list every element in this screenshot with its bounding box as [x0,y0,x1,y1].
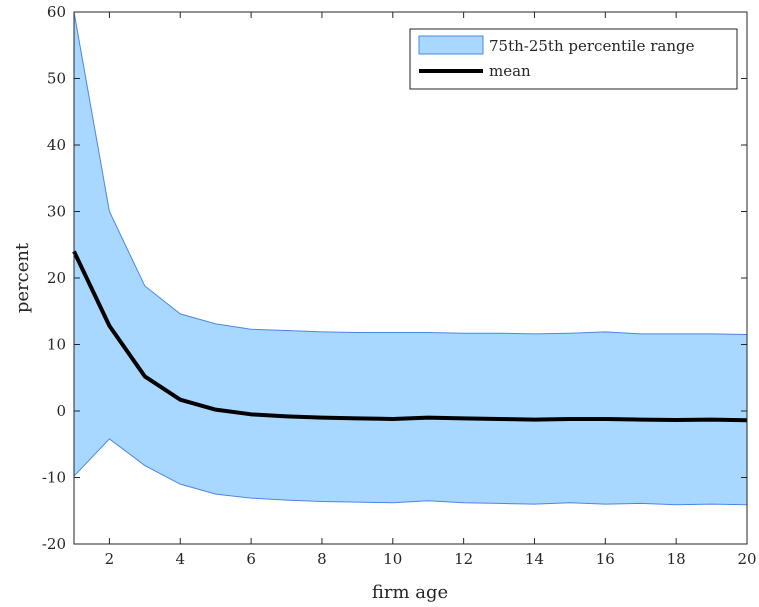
x-tick-label: 20 [737,550,756,568]
y-tick-label: 50 [47,70,66,88]
x-tick-label: 10 [383,550,402,568]
legend: 75th-25th percentile range mean [410,29,737,89]
y-tick-label: 60 [47,3,66,21]
x-tick-label: 4 [175,550,185,568]
y-tick-label: -20 [42,535,66,553]
x-tick-label: 8 [317,550,327,568]
y-tick-label: 0 [56,402,66,420]
legend-mean-label: mean [489,62,531,80]
x-tick-label: 16 [596,550,615,568]
legend-band-label: 75th-25th percentile range [489,37,695,55]
y-tick-label: 10 [47,336,66,354]
x-tick-label: 2 [105,550,115,568]
legend-band-swatch [419,36,483,54]
y-tick-label: 30 [47,203,66,221]
x-tick-label: 12 [454,550,473,568]
x-tick-label: 6 [246,550,256,568]
y-tick-label: -10 [42,469,66,487]
y-axis-label: percent [12,242,33,313]
y-tick-label: 40 [47,136,66,154]
x-tick-label: 18 [667,550,686,568]
x-tick-label: 14 [525,550,544,568]
y-tick-label: 20 [47,269,66,287]
x-axis-label: firm age [372,582,448,603]
